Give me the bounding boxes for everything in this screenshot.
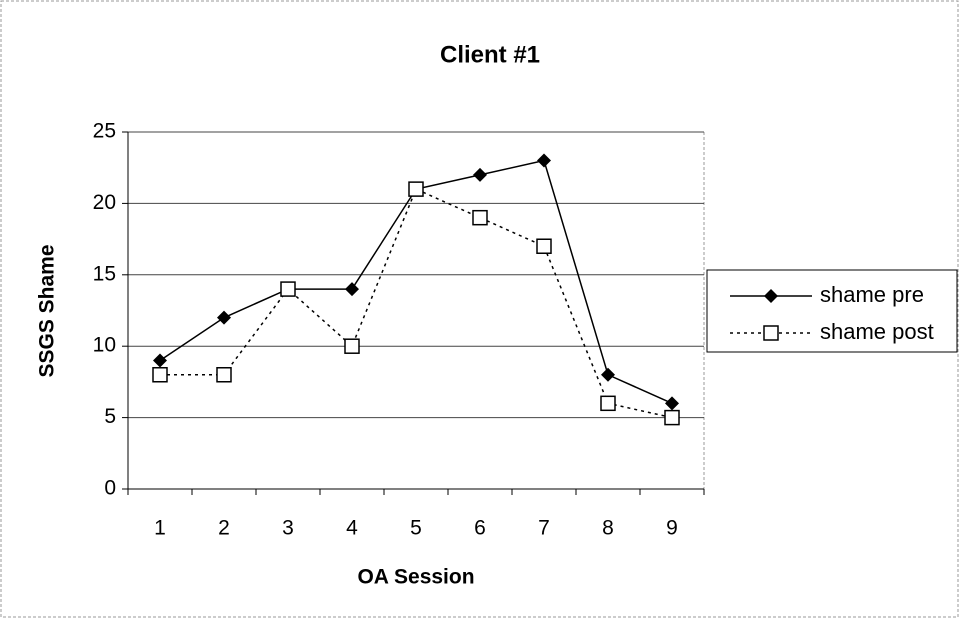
data-point — [408, 181, 424, 197]
x-axis-label: OA Session — [357, 566, 474, 589]
data-point — [665, 396, 679, 411]
y-tick-label: 10 — [93, 334, 116, 357]
y-tick-label: 25 — [93, 120, 116, 143]
legend-label: shame pre — [820, 282, 924, 307]
data-point — [217, 310, 231, 325]
data-point — [600, 395, 616, 412]
y-tick-label: 15 — [93, 262, 116, 285]
y-tick-label: 20 — [93, 191, 116, 214]
x-tick-label: 5 — [410, 517, 422, 540]
data-point — [280, 281, 296, 297]
chart-title: Client #1 — [440, 41, 540, 68]
y-tick-label: 0 — [104, 477, 116, 500]
x-tick-label: 2 — [218, 517, 230, 540]
x-tick-label: 1 — [154, 517, 166, 540]
data-point — [473, 167, 487, 182]
data-point — [152, 367, 168, 383]
x-tick-label: 8 — [602, 517, 614, 540]
x-tick-label: 4 — [346, 517, 358, 540]
series-line — [160, 188, 673, 419]
data-point — [472, 209, 488, 226]
data-point — [664, 409, 680, 426]
x-tick-label: 6 — [474, 517, 486, 540]
x-tick-label: 3 — [282, 517, 294, 540]
x-tick-label: 7 — [538, 517, 550, 540]
legend-marker — [763, 325, 779, 341]
data-point — [344, 338, 360, 354]
legend-marker — [764, 289, 778, 303]
y-tick-label: 5 — [104, 405, 116, 428]
y-axis-label: SSGS Shame — [36, 244, 59, 377]
data-point — [345, 282, 359, 297]
data-point — [216, 367, 232, 383]
data-point — [536, 238, 552, 254]
data-point — [153, 353, 167, 368]
data-point — [601, 367, 615, 382]
legend-label: shame post — [820, 319, 934, 344]
data-point — [537, 153, 551, 168]
x-tick-label: 9 — [666, 517, 678, 540]
legend-box — [706, 269, 958, 353]
